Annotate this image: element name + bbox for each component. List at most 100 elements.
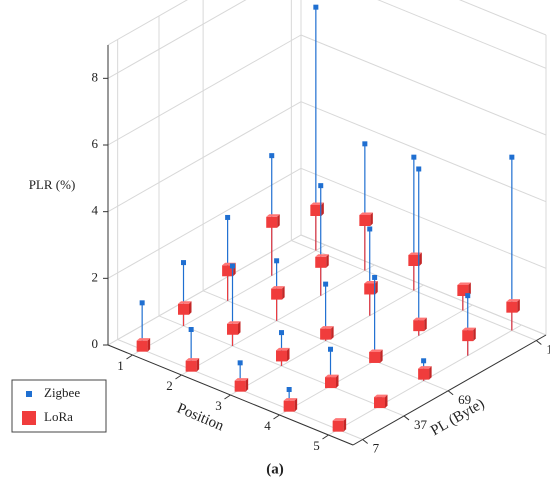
x-tick (273, 414, 280, 420)
grid-line (181, 264, 375, 376)
marker-side (380, 349, 383, 363)
marker (413, 320, 425, 332)
marker-side (331, 326, 334, 340)
marker (457, 285, 469, 296)
grid-line (300, 167, 547, 269)
marker (188, 327, 194, 332)
marker-side (385, 394, 388, 409)
y-tick (536, 340, 542, 345)
z-axis-label: PLR (%) (29, 177, 76, 192)
point (320, 326, 334, 341)
legend-label: LoRa (44, 409, 73, 424)
marker-top (276, 347, 290, 351)
legend-swatch (22, 411, 36, 425)
marker (509, 154, 515, 160)
marker (279, 330, 285, 336)
point (332, 418, 347, 432)
marker (367, 226, 373, 232)
legend-label: Zigbee (44, 385, 80, 400)
grid-line (300, 34, 547, 136)
point (276, 347, 290, 366)
point (359, 212, 373, 271)
marker-side (238, 321, 241, 335)
point (266, 214, 280, 276)
marker (372, 274, 378, 280)
x-tick (322, 434, 329, 440)
grid-line (107, 167, 302, 279)
marker (408, 255, 420, 266)
point (416, 166, 422, 336)
marker (181, 260, 187, 266)
point (234, 378, 249, 392)
marker-top (271, 286, 285, 289)
marker (225, 214, 231, 220)
x-tick-label: 2 (166, 378, 173, 393)
marker (237, 360, 243, 366)
marker-top (325, 374, 339, 378)
grid-line (230, 284, 424, 396)
point (185, 358, 200, 372)
y-tick (403, 415, 410, 421)
z-tick-label: 8 (92, 69, 99, 84)
x-tick (126, 354, 133, 360)
point (413, 317, 427, 336)
grid-line (107, 0, 247, 79)
marker-side (326, 254, 329, 268)
z-tick-label: 2 (92, 269, 99, 284)
marker (465, 293, 471, 299)
point (462, 327, 476, 356)
marker-top (506, 299, 520, 302)
marker (359, 215, 371, 226)
marker (286, 387, 292, 392)
marker (178, 303, 190, 315)
marker-side (343, 418, 347, 432)
marker (227, 323, 239, 335)
marker-top (136, 338, 151, 341)
marker-side (424, 317, 427, 332)
z-tick-label: 6 (92, 136, 99, 151)
z-tick-label: 4 (92, 203, 99, 218)
x-tick-label: 4 (264, 418, 271, 433)
marker (283, 400, 295, 412)
marker-top (234, 378, 249, 381)
marker (416, 166, 422, 172)
marker-top (227, 321, 241, 324)
marker-side (287, 347, 290, 362)
marker (271, 288, 283, 300)
marker-side (336, 374, 339, 389)
marker-top (359, 212, 373, 215)
marker (323, 281, 329, 287)
point (408, 252, 422, 291)
marker (318, 183, 324, 189)
wall-edge (107, 0, 188, 46)
marker-top (418, 366, 432, 369)
grid-line (300, 101, 547, 203)
marker-top (374, 394, 388, 398)
marker (328, 346, 334, 352)
marker (310, 205, 322, 216)
marker-side (370, 212, 373, 226)
marker (230, 263, 236, 269)
grid-line (107, 234, 302, 346)
marker (369, 351, 381, 363)
point (315, 254, 329, 296)
marker (325, 377, 337, 389)
marker-top (283, 398, 298, 401)
marker (506, 301, 518, 313)
marker (332, 420, 344, 432)
marker-top (320, 326, 334, 329)
x-tick-label: 1 (117, 358, 124, 373)
marker-top (413, 317, 427, 321)
point (227, 321, 241, 346)
x-tick-label: 3 (215, 398, 222, 413)
marker-top (457, 282, 471, 285)
y-tick-label: 133 (546, 341, 550, 356)
marker-top (185, 358, 200, 361)
marker-side (468, 282, 471, 296)
marker (320, 328, 332, 340)
grid-line (377, 0, 547, 69)
grid-line (132, 244, 326, 356)
marker-side (419, 252, 422, 266)
point (283, 398, 298, 412)
z-tick-label: 0 (92, 336, 99, 351)
